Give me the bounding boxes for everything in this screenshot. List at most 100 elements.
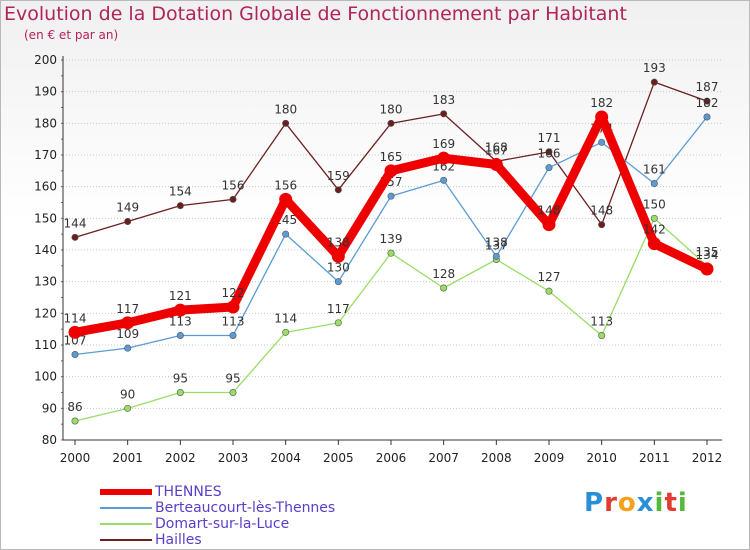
data-point: [176, 202, 184, 210]
data-label: 180: [274, 102, 297, 116]
data-point: [595, 110, 609, 124]
data-label: 169: [432, 137, 455, 151]
data-label: 107: [64, 334, 87, 348]
logo-letter: r: [604, 488, 618, 518]
x-tick-label: 2002: [165, 451, 196, 465]
legend-swatch-berteaucourt: [100, 507, 152, 509]
data-point: [489, 158, 503, 171]
data-point: [334, 319, 342, 327]
data-label: 113: [169, 315, 192, 329]
data-point: [124, 344, 132, 352]
data-label: 109: [116, 327, 139, 341]
data-point: [124, 404, 132, 412]
data-point: [598, 221, 606, 229]
data-label: 138: [485, 235, 508, 249]
data-point: [71, 233, 79, 241]
y-tick-label: 150: [34, 211, 57, 225]
data-point: [71, 350, 79, 358]
data-label: 182: [696, 96, 719, 110]
data-point: [647, 237, 661, 251]
data-point: [124, 218, 132, 226]
data-label: 167: [485, 144, 508, 158]
data-label: 113: [590, 315, 613, 329]
logo-letter: o: [617, 488, 637, 518]
x-tick-label: 2009: [534, 451, 565, 465]
data-label: 117: [116, 302, 139, 316]
data-label: 156: [274, 178, 297, 192]
data-label: 182: [590, 96, 613, 110]
legend-label: Hailles: [155, 532, 202, 548]
data-point: [542, 218, 556, 232]
data-label: 121: [169, 289, 192, 303]
data-label: 127: [538, 270, 561, 284]
data-label: 150: [643, 197, 666, 211]
data-point: [387, 249, 395, 257]
data-label: 166: [538, 147, 561, 161]
data-point: [650, 214, 658, 222]
data-point: [71, 417, 79, 425]
data-point: [173, 303, 187, 317]
data-point: [703, 113, 711, 121]
data-point: [282, 230, 290, 238]
data-label: 130: [327, 261, 350, 275]
data-point: [282, 119, 290, 127]
y-tick-label: 100: [34, 370, 57, 384]
data-point: [334, 278, 342, 286]
data-point: [334, 186, 342, 194]
data-label: 149: [116, 201, 139, 215]
data-point: [229, 388, 237, 396]
data-point: [176, 331, 184, 339]
y-tick-label: 180: [34, 116, 57, 130]
data-point: [703, 97, 711, 105]
proxiti-logo: Proxiti: [584, 488, 688, 518]
data-point: [387, 192, 395, 200]
data-point: [650, 78, 658, 86]
legend-swatch-hailles: [100, 539, 152, 541]
data-point: [121, 316, 135, 330]
x-tick-label: 2004: [270, 451, 301, 465]
data-label: 138: [327, 235, 350, 249]
data-point: [700, 262, 714, 276]
x-tick-label: 2010: [586, 451, 617, 465]
x-tick-label: 2011: [639, 451, 670, 465]
data-point: [279, 192, 293, 206]
y-tick-label: 130: [34, 275, 57, 289]
data-point: [598, 138, 606, 146]
data-label: 171: [538, 131, 561, 145]
data-label: 193: [643, 61, 666, 75]
legend-label: Berteaucourt-lès-Thennes: [155, 500, 336, 516]
data-point: [331, 249, 345, 263]
data-label: 128: [432, 267, 455, 281]
y-tick-label: 160: [34, 180, 57, 194]
data-label: 144: [64, 216, 87, 230]
data-point: [176, 388, 184, 396]
x-tick-label: 2012: [692, 451, 723, 465]
data-point: [440, 176, 448, 184]
y-tick-label: 170: [34, 148, 57, 162]
data-point: [384, 164, 398, 178]
y-tick-label: 90: [42, 401, 57, 415]
x-tick-label: 2007: [428, 451, 459, 465]
legend-swatch-domart: [100, 523, 152, 525]
data-label: 159: [327, 169, 350, 183]
x-tick-label: 2008: [481, 451, 512, 465]
data-label: 161: [643, 163, 666, 177]
data-label: 114: [64, 311, 87, 325]
legend-label: Domart-sur-la-Luce: [155, 516, 290, 532]
data-label: 148: [590, 204, 613, 218]
data-label: 95: [225, 372, 240, 386]
x-tick-label: 2006: [376, 451, 407, 465]
data-label: 187: [696, 80, 719, 94]
data-label: 168: [485, 140, 508, 154]
chart-title: Evolution de la Dotation Globale de Fonc…: [4, 3, 627, 25]
data-point: [440, 284, 448, 292]
data-point: [650, 180, 658, 188]
chart-subtitle: (en € et par an): [24, 28, 119, 42]
y-tick-label: 190: [34, 85, 57, 99]
y-tick-label: 140: [34, 243, 57, 257]
data-label: 134: [696, 248, 719, 262]
data-point: [387, 119, 395, 127]
data-label: 86: [67, 400, 82, 414]
data-label: 154: [169, 185, 192, 199]
